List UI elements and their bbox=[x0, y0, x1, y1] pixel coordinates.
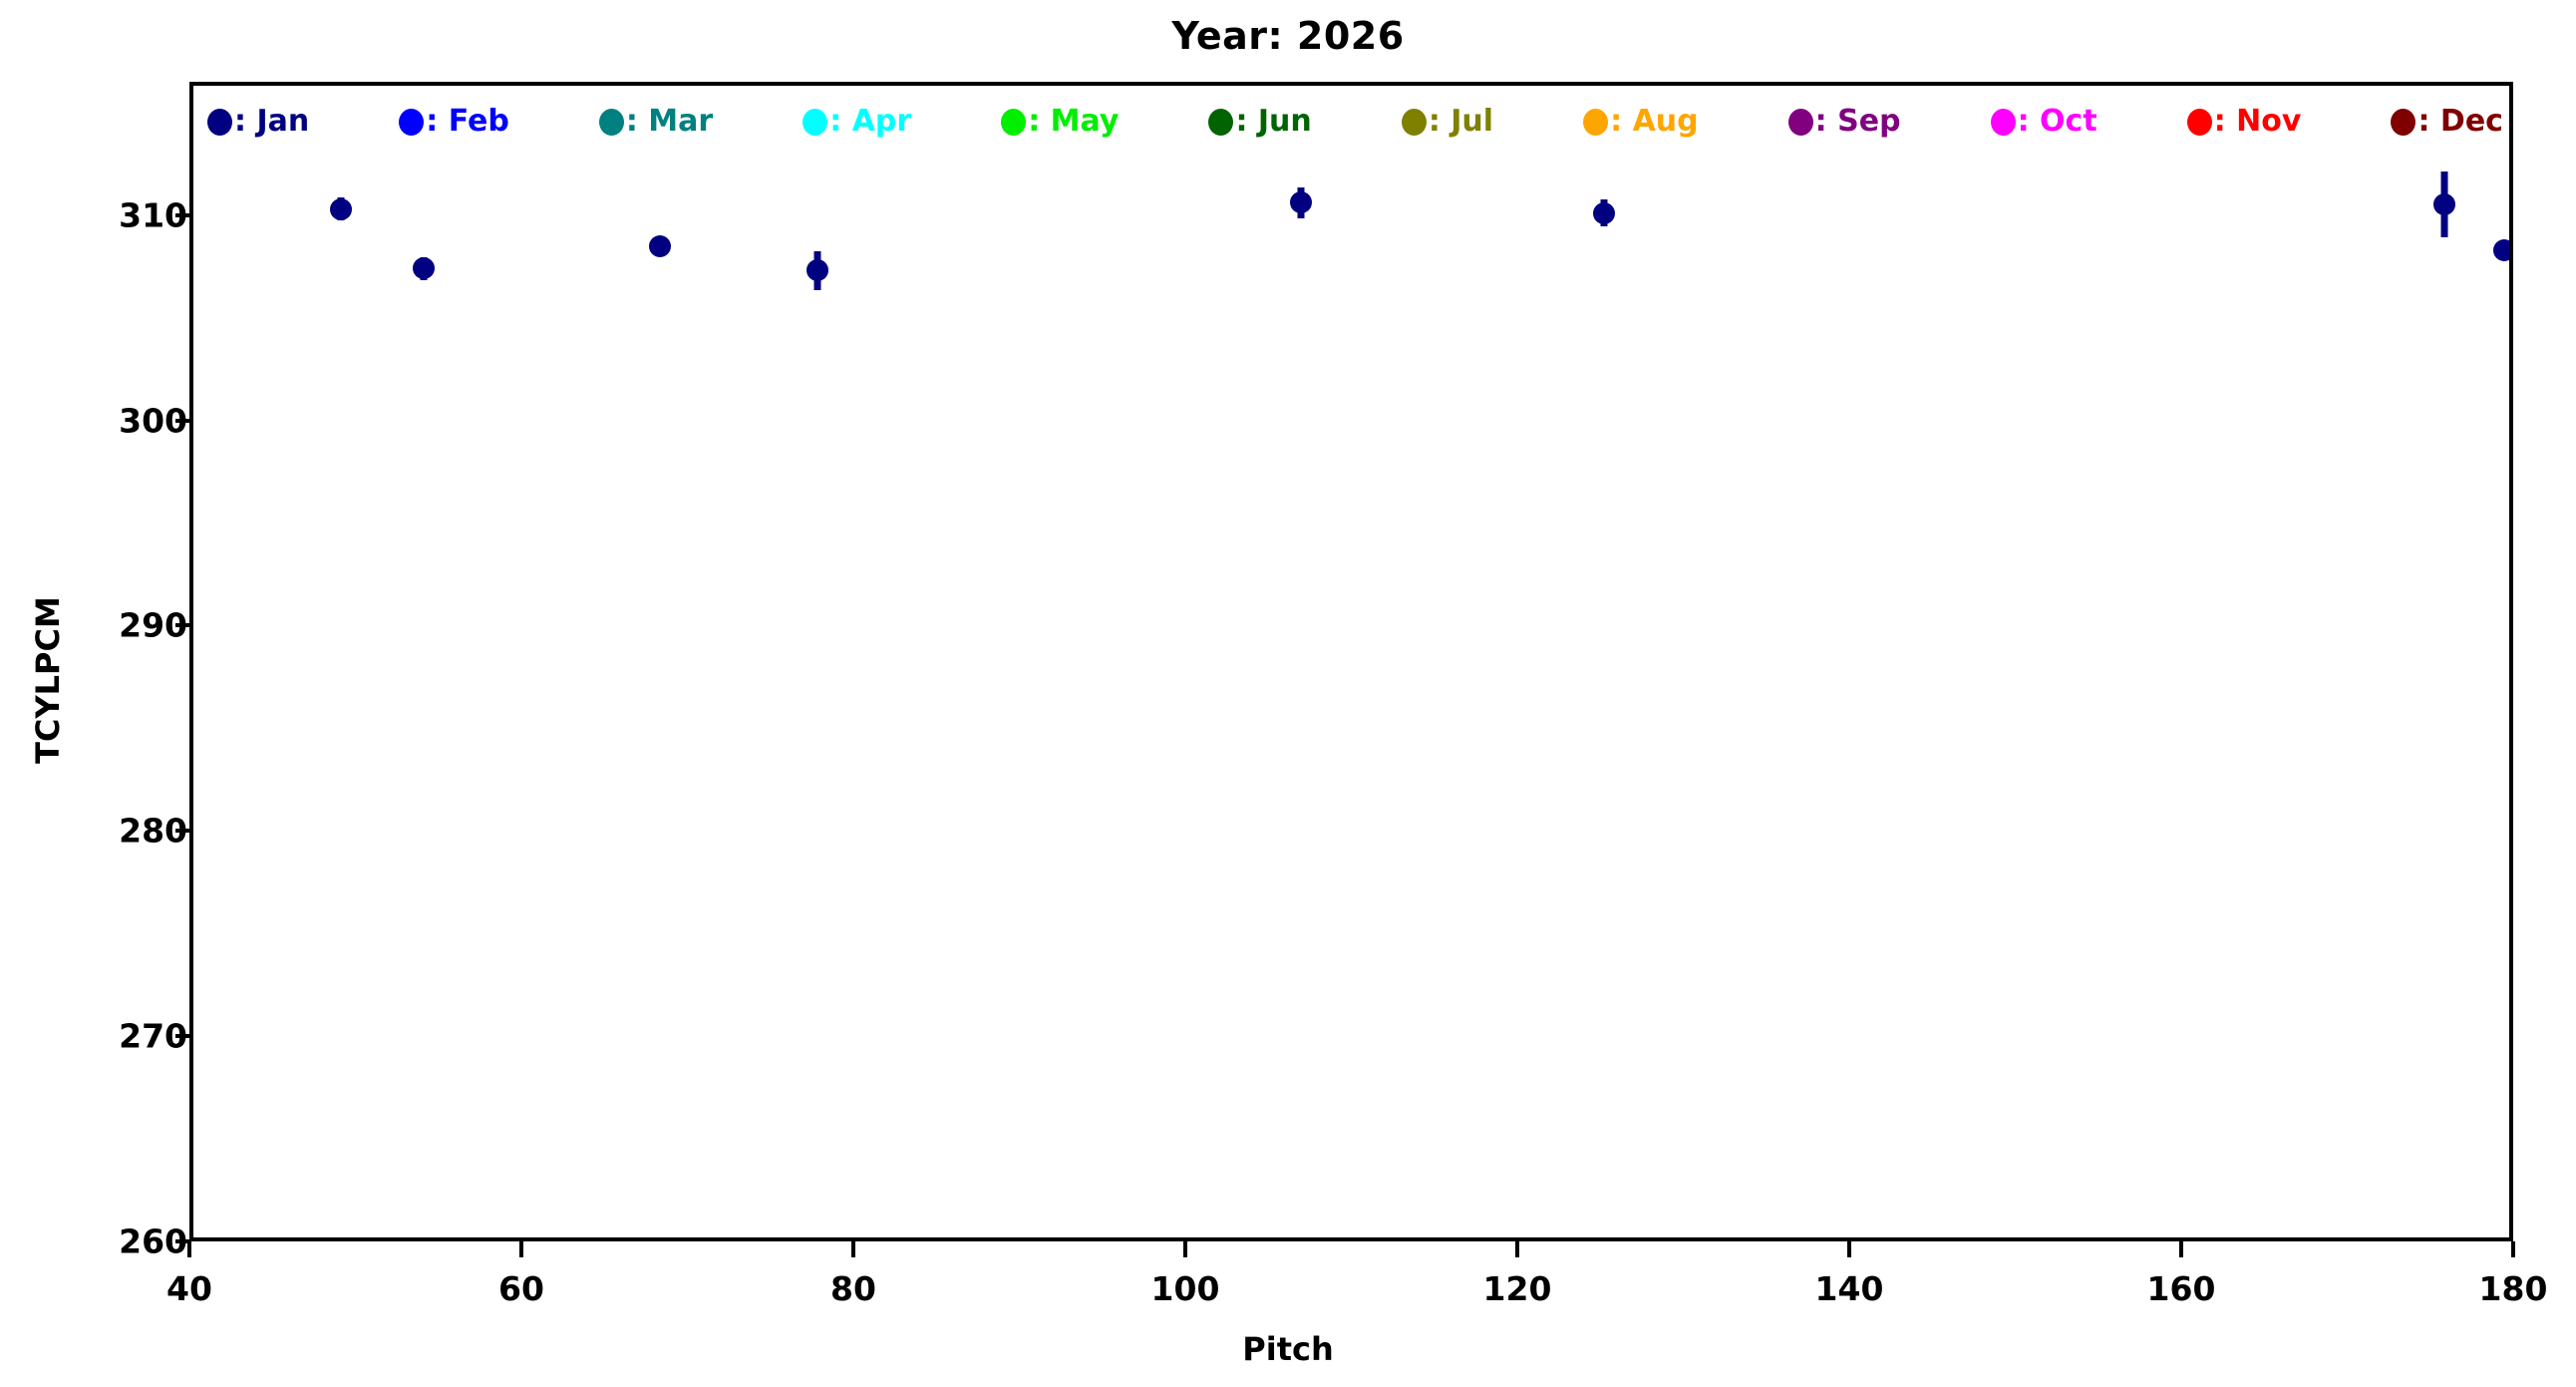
legend-item-label: : Dec bbox=[2417, 104, 2503, 139]
plot-area: : Jan : Feb : Mar : Apr : May : Jun : Jul : Aug… bbox=[189, 82, 2513, 1241]
y-tick-mark bbox=[175, 1239, 189, 1243]
legend-item-apr[interactable]: : Apr bbox=[803, 107, 911, 137]
x-tick-mark bbox=[1847, 1241, 1851, 1257]
data-point[interactable] bbox=[2432, 193, 2455, 216]
x-tick-mark bbox=[2179, 1241, 2183, 1257]
legend-marker-icon bbox=[1583, 108, 1609, 136]
data-point[interactable] bbox=[413, 257, 436, 280]
legend-item-label: : Apr bbox=[829, 104, 912, 139]
legend-marker-icon bbox=[1401, 108, 1427, 136]
x-tick-mark bbox=[1183, 1241, 1187, 1257]
chart-legend: : Jan : Feb : Mar : Apr : May : Jun : Jul : Aug… bbox=[193, 86, 2509, 158]
y-tick-mark bbox=[175, 418, 189, 423]
x-tick-label: 80 bbox=[830, 1269, 876, 1308]
x-tick-mark bbox=[1515, 1241, 1519, 1257]
y-axis-title: TCYLPCM bbox=[29, 596, 67, 764]
page-title: Year: 2026 bbox=[1171, 14, 1405, 58]
y-tick-label: 300 bbox=[119, 401, 187, 441]
legend-item-label: : Nov bbox=[2213, 104, 2302, 139]
x-tick-mark bbox=[851, 1241, 855, 1257]
x-tick-mark bbox=[187, 1241, 191, 1257]
legend-marker-icon bbox=[1208, 108, 1234, 136]
legend-item-jun[interactable]: : Jun bbox=[1208, 104, 1312, 139]
data-point[interactable] bbox=[1593, 201, 1616, 224]
legend-item-may[interactable]: : May bbox=[1001, 107, 1119, 137]
legend-item-feb[interactable]: : Feb bbox=[399, 107, 509, 137]
x-tick-label: 120 bbox=[1482, 1269, 1552, 1308]
y-tick-mark bbox=[175, 623, 189, 628]
y-tick-mark bbox=[175, 829, 189, 834]
y-tick-label: 270 bbox=[119, 1016, 187, 1056]
legend-item-label: : May bbox=[1028, 104, 1120, 139]
legend-item-jul[interactable]: : Jul bbox=[1401, 104, 1494, 139]
x-tick-mark bbox=[2511, 1241, 2515, 1257]
x-tick-label: 140 bbox=[1814, 1269, 1884, 1308]
legend-item-dec[interactable]: : Dec bbox=[2391, 104, 2503, 139]
data-point[interactable] bbox=[648, 234, 671, 257]
legend-item-label: : Oct bbox=[2017, 104, 2097, 139]
legend-marker-icon bbox=[598, 108, 624, 136]
y-tick-label: 260 bbox=[119, 1221, 187, 1261]
legend-item-label: : Jul bbox=[1428, 104, 1494, 139]
data-point[interactable] bbox=[2492, 238, 2509, 261]
x-tick-label: 40 bbox=[166, 1269, 212, 1308]
legend-marker-icon bbox=[2186, 108, 2212, 136]
legend-marker-icon bbox=[207, 108, 232, 136]
legend-item-label: : Aug bbox=[1610, 104, 1699, 139]
legend-marker-icon bbox=[2391, 108, 2416, 136]
legend-marker-icon bbox=[1990, 108, 2016, 136]
legend-item-nov[interactable]: : Nov bbox=[2186, 104, 2302, 139]
x-axis-title: Pitch bbox=[1242, 1330, 1334, 1368]
legend-marker-icon bbox=[1787, 108, 1813, 136]
legend-marker-icon bbox=[803, 108, 828, 136]
legend-item-label: : Mar bbox=[625, 104, 714, 139]
y-tick-label: 280 bbox=[119, 811, 187, 851]
legend-marker-icon bbox=[1001, 108, 1027, 136]
y-tick-label: 290 bbox=[119, 605, 187, 645]
data-point[interactable] bbox=[330, 197, 353, 220]
legend-item-label: : Jun bbox=[1235, 104, 1312, 139]
legend-item-label: : Jan bbox=[234, 104, 310, 139]
legend-item-jan[interactable]: : Jan bbox=[207, 107, 309, 137]
y-tick-mark bbox=[175, 212, 189, 217]
legend-item-oct[interactable]: : Oct bbox=[1990, 104, 2097, 139]
legend-item-label: : Feb bbox=[426, 104, 509, 139]
y-tick-mark bbox=[175, 1034, 189, 1039]
legend-item-label: : Sep bbox=[1814, 104, 1901, 139]
x-tick-label: 60 bbox=[498, 1269, 544, 1308]
x-tick-mark bbox=[519, 1241, 523, 1257]
x-tick-label: 100 bbox=[1150, 1269, 1220, 1308]
legend-item-aug[interactable]: : Aug bbox=[1583, 107, 1699, 137]
data-point[interactable] bbox=[1289, 191, 1312, 214]
legend-item-sep[interactable]: : Sep bbox=[1787, 104, 1901, 139]
x-tick-label: 180 bbox=[2478, 1269, 2548, 1308]
y-tick-label: 310 bbox=[119, 195, 187, 235]
legend-marker-icon bbox=[399, 108, 425, 136]
data-point[interactable] bbox=[806, 259, 829, 282]
legend-item-mar[interactable]: : Mar bbox=[598, 104, 714, 139]
x-tick-label: 160 bbox=[2146, 1269, 2216, 1308]
